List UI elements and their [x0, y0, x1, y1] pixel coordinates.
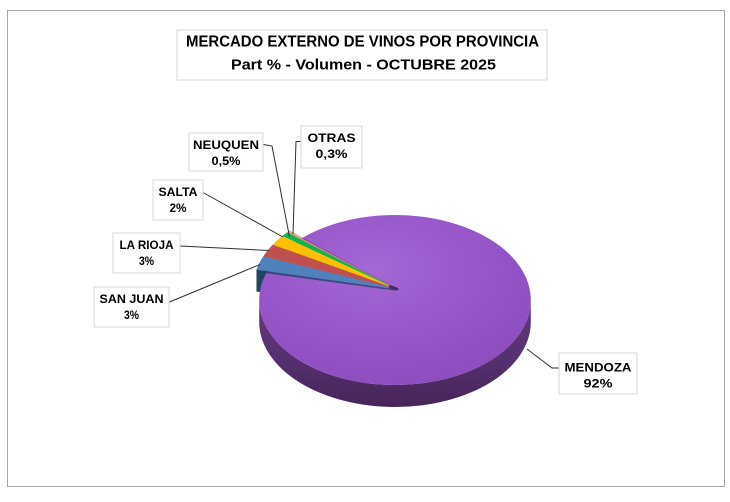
svg-text:NEUQUEN: NEUQUEN	[193, 138, 259, 152]
svg-text:0,3%: 0,3%	[316, 147, 348, 161]
svg-text:0,5%: 0,5%	[212, 154, 241, 168]
svg-text:3%: 3%	[124, 308, 139, 322]
svg-text:SAN JUAN: SAN JUAN	[100, 292, 164, 306]
svg-text:Part % - Volumen - OCTUBRE 202: Part % - Volumen - OCTUBRE 2025	[231, 57, 496, 74]
svg-text:2%: 2%	[170, 201, 187, 215]
svg-text:MENDOZA: MENDOZA	[565, 361, 632, 375]
svg-text:OTRAS: OTRAS	[308, 131, 356, 145]
svg-text:3%: 3%	[139, 254, 154, 268]
svg-text:LA RIOJA: LA RIOJA	[120, 238, 174, 252]
svg-text:92%: 92%	[584, 377, 613, 391]
svg-text:MERCADO EXTERNO DE VINOS POR P: MERCADO EXTERNO DE VINOS POR PROVINCIA	[186, 34, 539, 51]
svg-text:SALTA: SALTA	[159, 185, 198, 199]
